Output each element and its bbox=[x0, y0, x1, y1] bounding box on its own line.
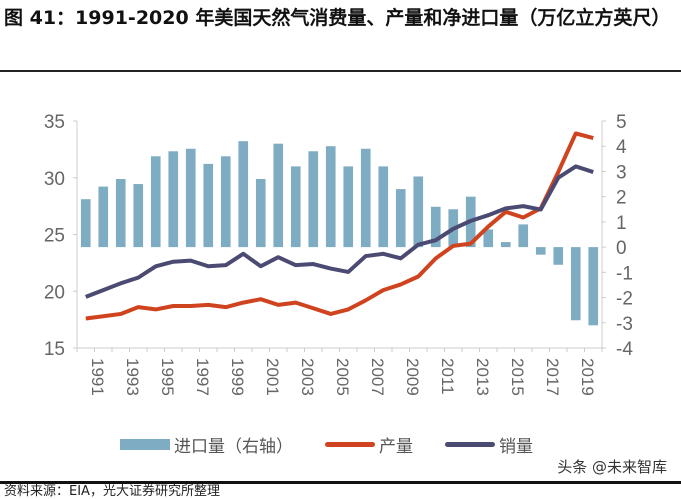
x-tick-label: 2019 bbox=[578, 358, 597, 396]
x-tick-label: 1999 bbox=[228, 358, 247, 396]
bar-import-2018 bbox=[553, 247, 563, 265]
right-tick-label: -2 bbox=[616, 289, 633, 310]
watermark: 头条 @未来智库 bbox=[557, 456, 667, 477]
line-consumption bbox=[86, 166, 594, 297]
right-tick-label: 1 bbox=[616, 213, 627, 234]
left-tick-label: 20 bbox=[44, 282, 65, 303]
chart-title: 图 41：1991-2020 年美国天然气消费量、产量和净进口量（万亿立方英尺） bbox=[4, 2, 676, 34]
x-tick-label: 2005 bbox=[333, 358, 352, 396]
title-divider bbox=[0, 70, 681, 72]
legend: 进口量（右轴） 产量 销量 bbox=[120, 432, 565, 457]
bar-import-2009 bbox=[396, 189, 406, 247]
bar-import-2001 bbox=[256, 179, 266, 247]
left-tick-label: 15 bbox=[44, 339, 65, 360]
x-tick-label: 2015 bbox=[508, 358, 527, 396]
x-tick-label: 2007 bbox=[368, 358, 387, 396]
legend-label: 产量 bbox=[379, 432, 413, 457]
right-tick-label: 5 bbox=[616, 112, 627, 133]
legend-swatch bbox=[120, 439, 170, 450]
bar-import-2008 bbox=[378, 166, 388, 247]
legend-swatch bbox=[445, 442, 495, 447]
legend-item: 产量 bbox=[325, 432, 413, 457]
bar-import-2007 bbox=[361, 149, 371, 247]
bar-import-2016 bbox=[518, 224, 528, 247]
left-tick-label: 25 bbox=[44, 226, 65, 247]
right-tick-label: -4 bbox=[616, 339, 633, 360]
legend-item: 进口量（右轴） bbox=[120, 432, 293, 457]
x-tick-label: 1991 bbox=[88, 358, 107, 396]
left-tick-label: 30 bbox=[44, 169, 65, 190]
bar-import-2019 bbox=[571, 247, 581, 320]
x-tick-label: 1993 bbox=[123, 358, 142, 396]
bar-import-1995 bbox=[151, 156, 161, 247]
bar-import-2010 bbox=[413, 176, 423, 247]
bar-import-1998 bbox=[203, 164, 213, 247]
right-tick-label: 2 bbox=[616, 188, 627, 209]
bar-import-2006 bbox=[343, 166, 353, 247]
right-tick-label: 0 bbox=[616, 238, 627, 259]
legend-item: 销量 bbox=[445, 432, 533, 457]
bar-import-1996 bbox=[168, 151, 178, 247]
line-production bbox=[86, 133, 594, 318]
bar-import-2015 bbox=[501, 242, 511, 247]
legend-label: 进口量（右轴） bbox=[174, 432, 293, 457]
bar-import-1993 bbox=[116, 179, 126, 247]
x-tick-label: 2001 bbox=[263, 358, 282, 396]
bar-import-2020 bbox=[588, 247, 598, 325]
bar-import-1991 bbox=[81, 199, 91, 247]
legend-label: 销量 bbox=[499, 432, 533, 457]
right-tick-label: -3 bbox=[616, 314, 633, 335]
x-tick-label: 2009 bbox=[403, 358, 422, 396]
bar-import-1997 bbox=[186, 149, 196, 247]
bar-import-2017 bbox=[536, 247, 546, 255]
x-tick-label: 1997 bbox=[193, 358, 212, 396]
chart: 15 20 25 30 35 -4 -3 -2 -1 0 1 2 3 4 5 1991 1993 1995 1997… bbox=[0, 90, 681, 430]
right-tick-label: 4 bbox=[616, 137, 627, 158]
x-tick-label: 2013 bbox=[473, 358, 492, 396]
bar-import-2002 bbox=[273, 144, 283, 247]
x-tick-label: 1995 bbox=[158, 358, 177, 396]
right-tick-label: -1 bbox=[616, 263, 633, 284]
bar-import-1994 bbox=[133, 184, 143, 247]
bar-import-2000 bbox=[238, 141, 248, 247]
bar-import-2005 bbox=[326, 146, 336, 247]
x-tick-label: 2003 bbox=[298, 358, 317, 396]
bar-import-2004 bbox=[308, 151, 318, 247]
bar-import-2003 bbox=[291, 166, 301, 247]
source-note: 资料来源：EIA，光大证券研究所整理 bbox=[4, 485, 220, 499]
bar-import-1999 bbox=[221, 156, 231, 247]
left-tick-label: 35 bbox=[44, 112, 65, 133]
x-tick-label: 2017 bbox=[543, 358, 562, 396]
legend-swatch bbox=[325, 442, 375, 447]
bar-import-1992 bbox=[98, 187, 108, 248]
right-tick-label: 3 bbox=[616, 162, 627, 183]
x-tick-label: 2011 bbox=[438, 358, 457, 395]
